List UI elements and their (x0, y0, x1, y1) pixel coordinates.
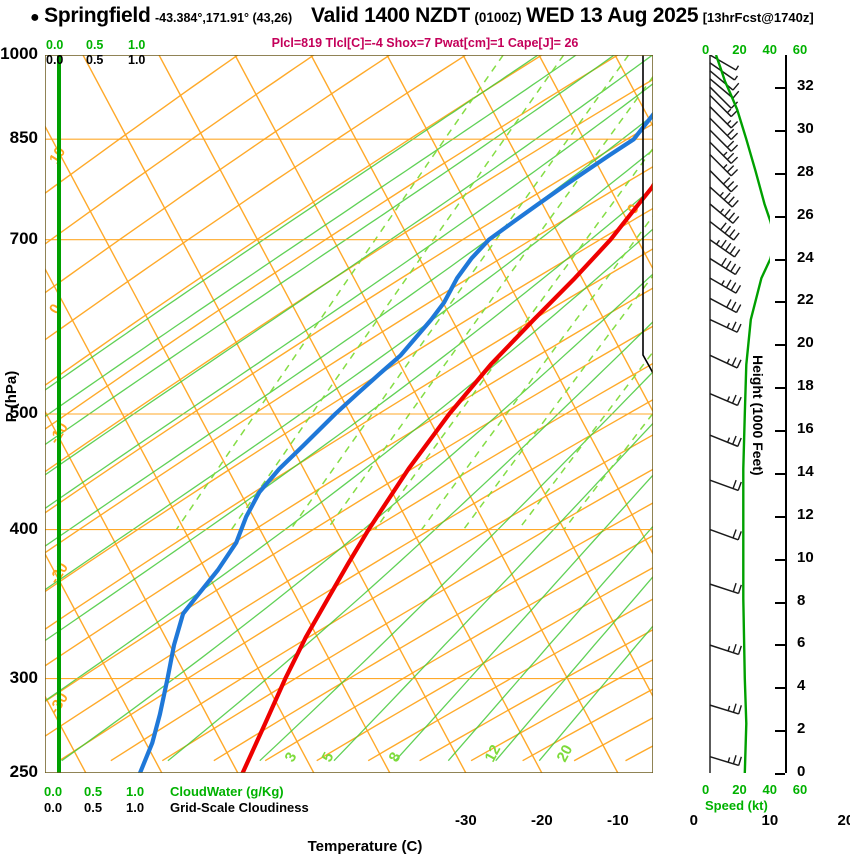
legend-cloudiness-tick: 0.5 (84, 800, 103, 815)
valid-time: Valid 1400 NZDT (311, 4, 470, 27)
temperature-tick: 0 (689, 812, 698, 829)
height-tick: 20 (797, 334, 814, 352)
speed-tick: 60 (792, 782, 808, 797)
height-tick-mark (775, 344, 785, 347)
legend-cloudiness-tick: 1.0 (126, 800, 145, 815)
svg-text:8: 8 (386, 750, 405, 765)
height-tick: 10 (797, 548, 814, 566)
height-tick: 28 (797, 162, 814, 180)
speed-tick: 20 (732, 782, 747, 797)
height-tick-mark (775, 558, 785, 561)
chart-header: ● Springfield -43.384°,171.91° (43,26) V… (0, 4, 850, 32)
sounding-traces (57, 55, 653, 773)
temperature-axis-label: Temperature (C) (307, 838, 423, 855)
speed-tick-top: 60 (792, 42, 808, 57)
height-tick-mark (775, 773, 785, 775)
height-tick-mark (775, 258, 785, 261)
height-tick-mark (775, 172, 785, 175)
height-tick: 18 (797, 377, 814, 395)
station-name: Springfield (44, 4, 151, 27)
pressure-tick: 1000 (0, 44, 38, 63)
height-tick-mark (775, 301, 785, 304)
height-tick-mark (775, 515, 785, 518)
sounding-parameters: Plcl=819 Tlcl[C]=-4 Shox=7 Pwat[cm]=1 Ca… (271, 36, 579, 50)
valid-time-utc: (0100Z) (474, 10, 522, 25)
height-tick: 12 (797, 505, 814, 523)
cloudwater-top-tick: 1.0 (128, 38, 146, 52)
speed-tick: 40 (762, 782, 777, 797)
legend-cloudwater-tick: 1.0 (126, 784, 145, 799)
height-tick-mark (775, 87, 785, 90)
height-tick: 8 (797, 591, 806, 609)
cloudiness-top-tick: 0.0 (46, 53, 64, 67)
height-tick: 30 (797, 120, 814, 137)
height-tick: 26 (797, 205, 814, 223)
cloudiness-top-tick: 1.0 (128, 53, 146, 67)
skewt-plot-area: 100-10-20-3001020303581220 (45, 55, 653, 773)
height-axis-label: Height (1000 Feet) (750, 355, 766, 476)
svg-text:5: 5 (319, 750, 338, 765)
forecast-hour: [13hrFcst@1740z] (702, 10, 814, 25)
temperature-tick: 10 (761, 812, 779, 829)
speed-tick-top: 0 (702, 42, 710, 57)
height-tick: 16 (797, 420, 814, 438)
speed-tick-top: 20 (732, 42, 747, 57)
height-tick-mark (775, 644, 785, 647)
svg-text:0: 0 (46, 301, 65, 317)
moist-adiabat-lines (45, 55, 653, 762)
pressure-axis-label: P (hPa) (3, 370, 21, 423)
pressure-tick: 500 (9, 403, 38, 422)
height-tick-mark (775, 215, 785, 218)
wind-barbs (709, 54, 742, 767)
height-tick: 14 (797, 462, 814, 480)
svg-text:12: 12 (482, 742, 505, 765)
height-tick: 0 (797, 763, 806, 780)
temperature-tick: -20 (530, 812, 553, 829)
height-tick-mark (775, 387, 785, 390)
height-tick-mark (775, 130, 785, 132)
height-tick-mark (775, 472, 785, 475)
height-tick: 4 (797, 677, 806, 695)
station-bullet-icon: ● (30, 9, 40, 26)
temperature-tick: -10 (606, 812, 629, 829)
speed-tick: 0 (702, 782, 710, 797)
speed-axis-label: Speed (kt) (705, 798, 768, 813)
cloudwater-top-tick: 0.5 (86, 38, 104, 52)
height-tick: 24 (797, 248, 814, 266)
pressure-tick: 700 (9, 228, 38, 248)
height-tick-mark (775, 601, 785, 604)
legend-cloudwater-label: CloudWater (g/Kg) (170, 784, 284, 799)
dry-adiabat-lines (45, 55, 653, 762)
height-tick: 22 (797, 291, 814, 309)
legend-cloudwater-tick: 0.5 (84, 784, 103, 799)
svg-text:20: 20 (554, 742, 577, 765)
valid-date: WED 13 Aug 2025 (526, 4, 699, 27)
cloudiness-top-tick: 0.5 (86, 53, 104, 67)
height-axis-line (785, 55, 787, 773)
pressure-tick: 400 (9, 518, 38, 538)
height-tick-mark (775, 430, 785, 433)
station-coords: -43.384°,171.91° (43,26) (154, 11, 293, 25)
height-tick: 6 (797, 634, 806, 652)
legend-cloudiness-tick: 0.0 (44, 800, 63, 815)
speed-tick-top: 40 (762, 42, 777, 57)
temperature-tick: 20 (837, 812, 850, 829)
temperature-tick: -30 (454, 812, 477, 829)
height-tick: 2 (797, 720, 806, 738)
isobar-lines (45, 55, 653, 773)
pressure-tick: 250 (9, 762, 38, 781)
height-tick-mark (775, 687, 785, 690)
legend-cloudiness-label: Grid-Scale Cloudiness (170, 800, 309, 815)
pressure-tick: 850 (9, 128, 38, 148)
height-tick-mark (775, 730, 785, 733)
svg-text:3: 3 (282, 750, 301, 765)
cloudwater-top-tick: 0.0 (46, 38, 64, 52)
pressure-tick: 300 (9, 667, 38, 687)
skewt-canvas: 100-10-20-3001020303581220 (45, 55, 653, 773)
legend-cloudwater-tick: 0.0 (44, 784, 63, 799)
height-tick: 32 (797, 77, 814, 95)
svg-text:10: 10 (649, 369, 653, 392)
